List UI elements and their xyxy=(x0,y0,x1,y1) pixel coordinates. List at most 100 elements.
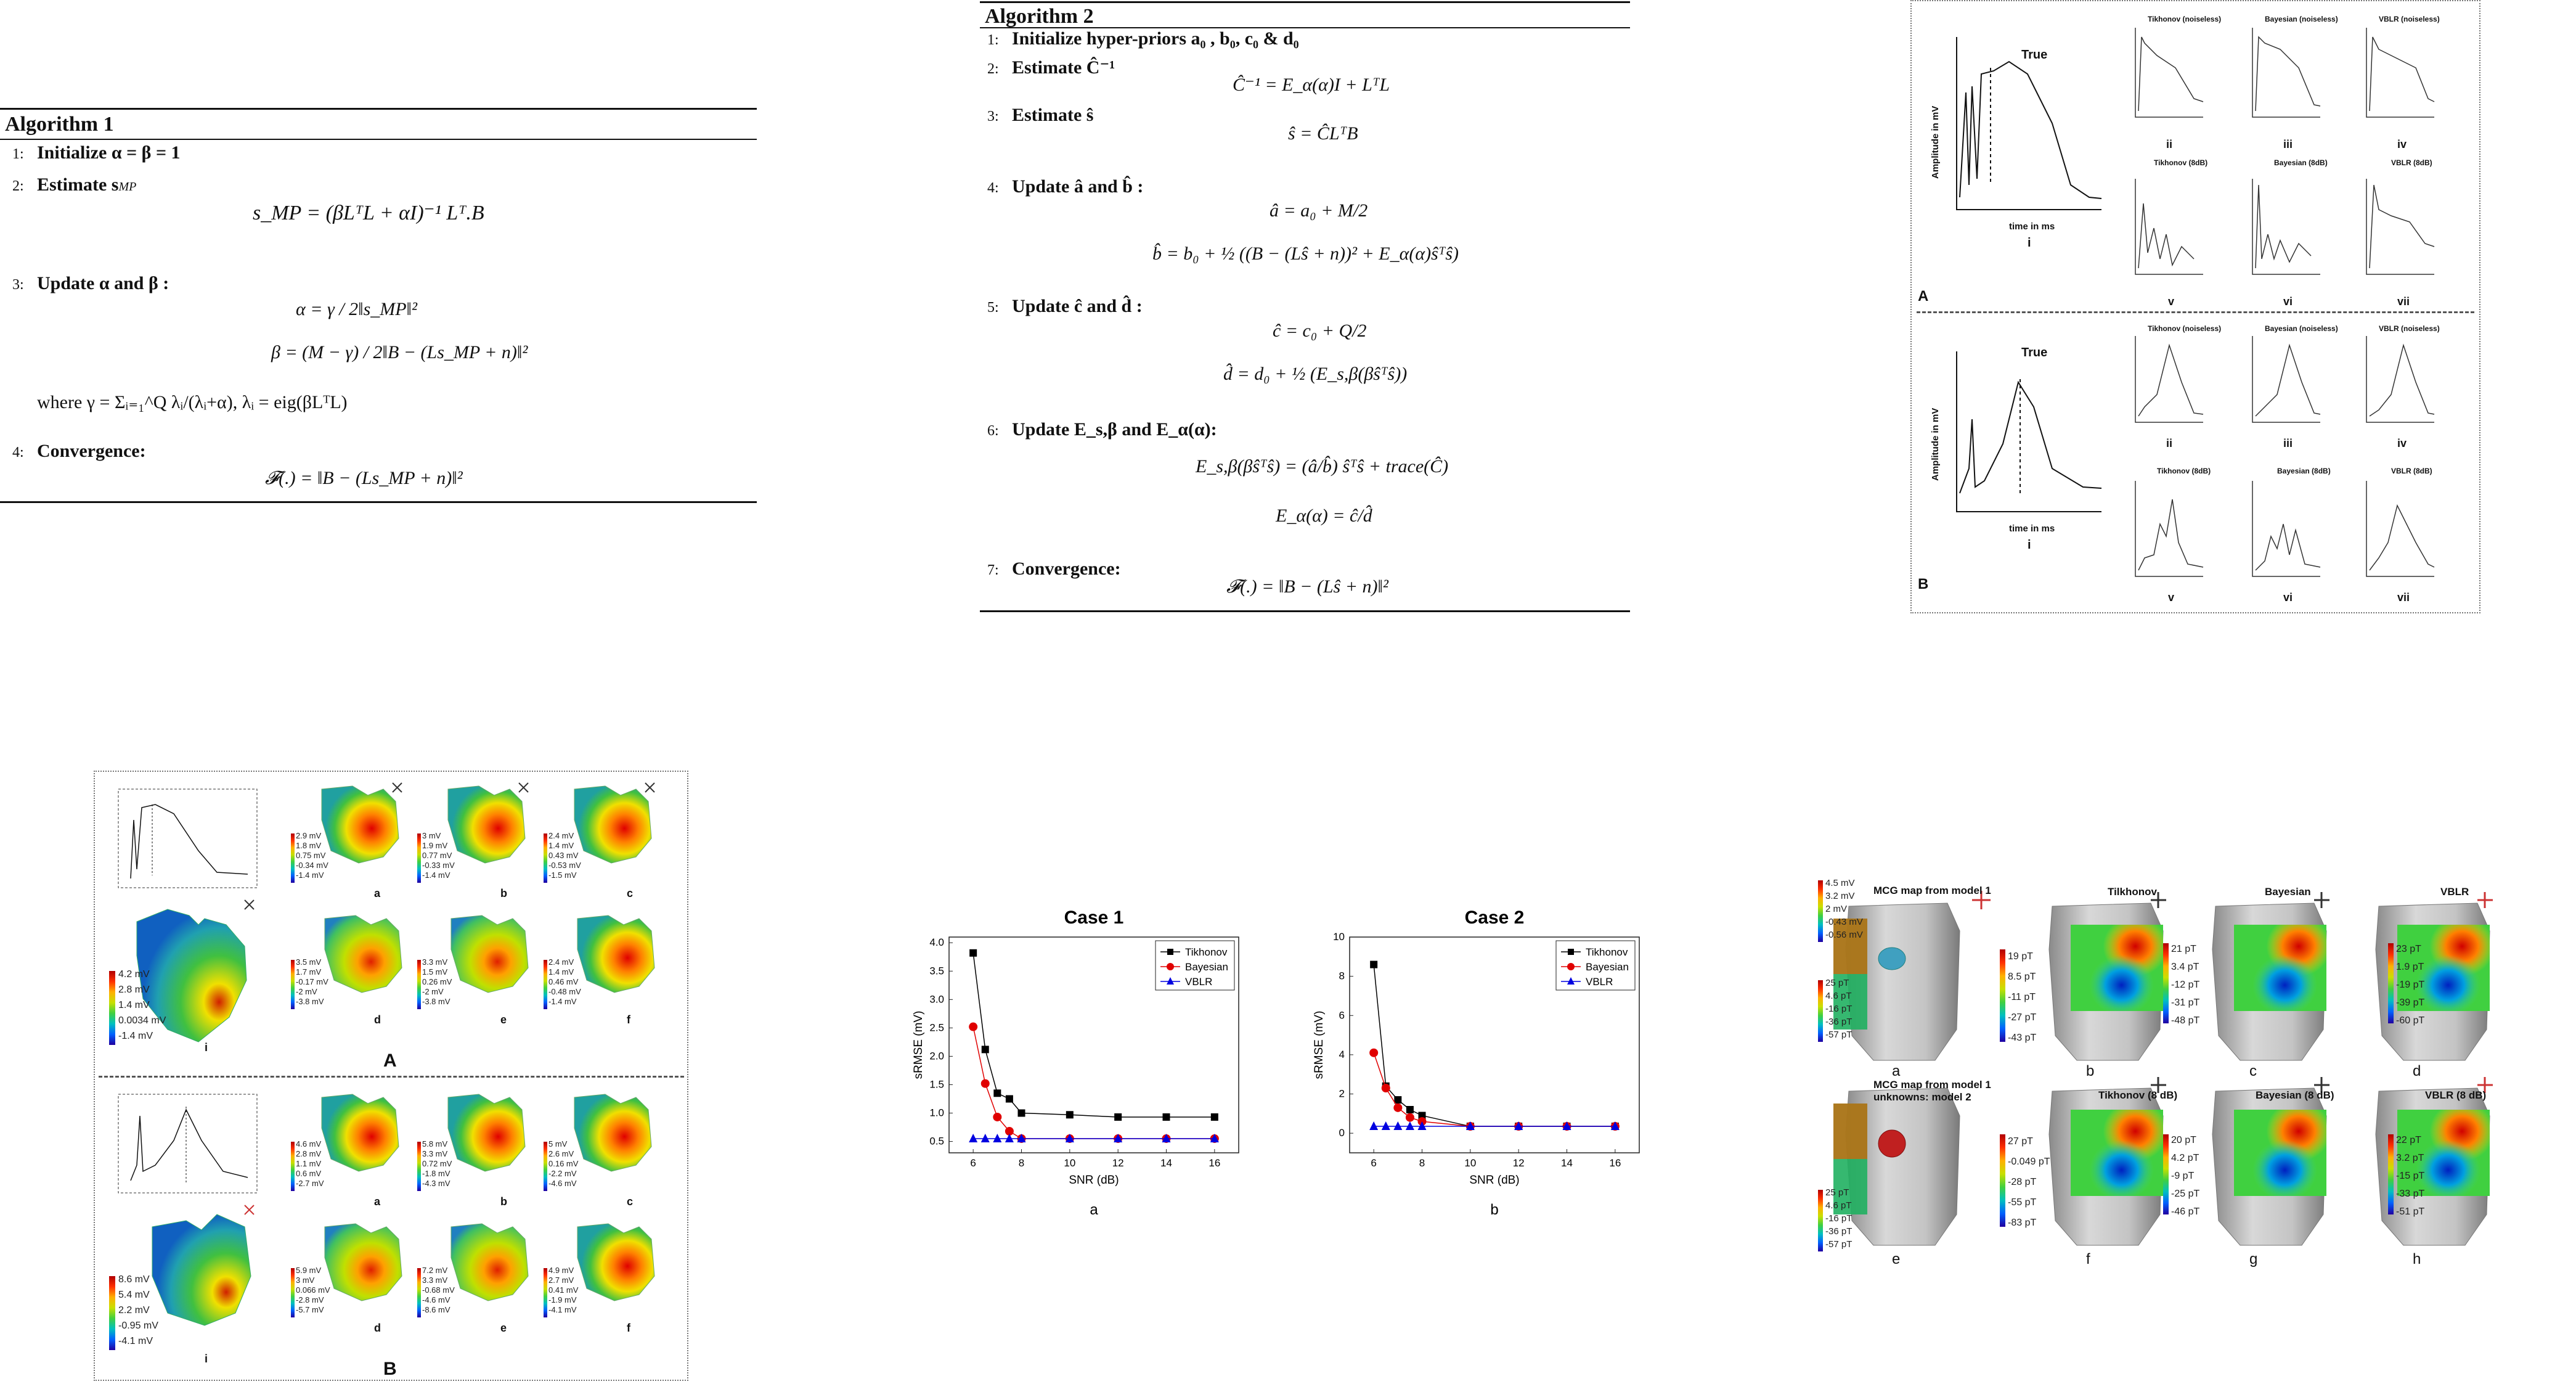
mcg-g-scale: 20 pT 4.2 pT -9 pT -25 pT -46 pT xyxy=(2171,1135,2200,1217)
chart1-xtick-label-3: 12 xyxy=(1513,1157,1525,1169)
algo2-eq-4a: â = a₀ + M/2 xyxy=(1270,200,1368,221)
algo2-step-6: 6: Update E_s,β and E_α(α): xyxy=(987,419,1217,440)
heart-a-letter-d: d xyxy=(374,1013,381,1026)
chart1-ytick-label-5: 10 xyxy=(1333,931,1345,943)
algo1-step-1: 1: Initialize α = β = 1 xyxy=(12,142,181,163)
chart0-title: Case 1 xyxy=(1064,907,1124,928)
heart-b-d-scale: 5.9 mV 3 mV 0.066 mV -2.8 mV -5.7 mV xyxy=(296,1266,330,1314)
mcg-letter-d: d xyxy=(2413,1063,2421,1079)
true-label-a: True xyxy=(2021,48,2047,62)
chart0-point-vblr-5 xyxy=(1065,1133,1074,1142)
chart1-ytick-label-0: 0 xyxy=(1339,1127,1345,1139)
algo1-step-3: 3: Update α and β : xyxy=(12,273,169,293)
chart0-ytick-label-5: 3.0 xyxy=(929,993,944,1005)
mcg-letter-g: g xyxy=(2249,1251,2257,1267)
chart1-point-tikhonov-2 xyxy=(1394,1096,1402,1104)
chart0-legend-label-1: Bayesian xyxy=(1185,961,1228,973)
algo2-eq-6b: E_α(α) = ĉ/d̂ xyxy=(1276,506,1372,526)
heart-a-letter-a: a xyxy=(374,887,381,899)
chart1-ylabel: sRMSE (mV) xyxy=(1313,1011,1326,1079)
chart0-point-tikhonov-5 xyxy=(1066,1111,1074,1119)
waveform-figure xyxy=(1910,0,2480,613)
chart0-ylabel: sRMSE (mV) xyxy=(912,1011,925,1079)
chart0-panel-letter: a xyxy=(1090,1202,1098,1218)
chart0-xtick-label-4: 14 xyxy=(1160,1157,1172,1169)
algo2-step-3: 3: Estimate ŝ xyxy=(987,105,1094,125)
chart1-point-vblr-1 xyxy=(1381,1121,1390,1131)
roman-a-vi: vi xyxy=(2283,295,2293,308)
algo2-eq-2: Ĉ⁻¹ = E_α(α)I + LᵀL xyxy=(1233,75,1390,95)
mcg-figure: MCG map from model 1 MCG map from model … xyxy=(1833,885,2493,1267)
chart0-ytick-label-6: 3.5 xyxy=(929,965,944,977)
algo2-step-4: 4: Update â and b̂ : xyxy=(987,176,1144,197)
chart0-ytick-label-0: 0.5 xyxy=(929,1136,944,1147)
chart0-frame xyxy=(948,936,1239,1153)
chart0-point-vblr-7 xyxy=(1162,1133,1171,1142)
heart-panel-a: A xyxy=(383,1050,397,1071)
mcg-a-pt-scale: 25 pT 4.6 pT -16 pT -36 pT -57 pT xyxy=(1825,978,1853,1040)
heart-a-b-scale: 3 mV 1.9 mV 0.77 mV -0.33 mV -1.4 mV xyxy=(422,831,455,880)
mcg-title-model1: MCG map from model 1 xyxy=(1873,885,1991,896)
roman-b-ii: ii xyxy=(2166,437,2172,449)
mcg-letter-e: e xyxy=(1892,1251,1900,1267)
ylabel-a: Amplitude in mV xyxy=(1930,106,1941,179)
mcg-letter-a: a xyxy=(1892,1063,1901,1079)
chart1-legend-label-2: VBLR xyxy=(1586,976,1613,988)
chart1-point-vblr-6 xyxy=(1514,1121,1523,1131)
chart1-point-bayesian-1 xyxy=(1381,1084,1390,1092)
true-label-b: True xyxy=(2021,346,2047,359)
mcg-head-vblr-8db: VBLR (8 dB) xyxy=(2425,1089,2486,1101)
heart-b-letter-f: f xyxy=(627,1322,631,1334)
chart1-point-tikhonov-4 xyxy=(1418,1112,1426,1120)
chart1-point-bayesian-3 xyxy=(1405,1113,1414,1122)
heart-b-c-scale: 5 mV 2.6 mV 0.16 mV -2.2 mV -4.6 mV xyxy=(548,1139,579,1188)
wf-a-tik-noiseless: Tikhonov (noiseless) xyxy=(2148,15,2221,23)
mcg-head-bayesian: Bayesian xyxy=(2265,886,2311,898)
chart0-point-vblr-0 xyxy=(969,1133,978,1142)
wf-b-tik-8db: Tikhonov (8dB) xyxy=(2157,467,2211,475)
chart0-point-vblr-3 xyxy=(1005,1133,1014,1142)
wf-b-vblr-8db: VBLR (8dB) xyxy=(2391,467,2432,475)
algo2-eq-7: 𝓕(.) = ‖B − (Lŝ + n)‖² xyxy=(1226,576,1388,597)
chart1-ytick-label-3: 6 xyxy=(1339,1009,1345,1021)
chart0-legend-label-2: VBLR xyxy=(1185,976,1212,988)
chart1-point-vblr-7 xyxy=(1562,1121,1571,1131)
chart0-point-bayesian-0 xyxy=(969,1022,978,1031)
mcg-letter-c: c xyxy=(2249,1063,2257,1079)
chart1-ytick-label-1: 2 xyxy=(1339,1088,1345,1100)
wf-b-bay-8db: Bayesian (8dB) xyxy=(2277,467,2331,475)
chart0-xtick-label-1: 8 xyxy=(1019,1157,1024,1169)
heart-a-letter-i: i xyxy=(205,1041,208,1054)
algo1-eq-3c: where γ = Σᵢ₌₁^Q λᵢ/(λᵢ+α), λᵢ = eig(βLᵀ… xyxy=(37,392,348,412)
wf-a-vblr-noiseless: VBLR (noiseless) xyxy=(2379,15,2440,23)
heart-b-a-scale: 4.6 mV 2.8 mV 1.1 mV 0.6 mV -2.7 mV xyxy=(296,1139,324,1188)
mcg-head-tikhonov-8db: Tikhonov (8 dB) xyxy=(2098,1089,2177,1101)
heart-maps: a b c d e f i a b c d e f i A B xyxy=(118,782,655,1379)
heart-b-i-colorbar xyxy=(109,1276,115,1350)
algo2-eq-3: ŝ = ĈLᵀB xyxy=(1288,123,1358,144)
chart0-point-vblr-4 xyxy=(1017,1133,1026,1142)
chart0-point-tikhonov-3 xyxy=(1005,1095,1013,1103)
mcg-a-mv-scale: 4.5 mV 3.2 mV 2 mV -0.43 mV -0.56 mV xyxy=(1825,878,1863,940)
chart1-point-vblr-4 xyxy=(1417,1121,1427,1131)
srmse-charts: Case 1 6 8 10 12 14 16 0.5 1.0 1.5 2.0 2.5 3.0 3.5 4.0… xyxy=(912,907,1640,1218)
chart1-legend-marker-0 xyxy=(1568,949,1574,955)
chart1-xtick-label-2: 10 xyxy=(1464,1157,1476,1169)
chart0-ytick-label-4: 2.5 xyxy=(929,1022,944,1033)
chart0-point-vblr-6 xyxy=(1114,1133,1123,1142)
chart0-line-bayesian xyxy=(972,1026,1215,1139)
chart0-legend-marker-2 xyxy=(1167,977,1174,985)
chart0-point-bayesian-2 xyxy=(993,1112,1002,1121)
roman-a-vii: vii xyxy=(2397,295,2410,308)
wf-b-vblr-noiseless: VBLR (noiseless) xyxy=(2379,324,2440,333)
algo1-step-2: 2: Estimate sMP xyxy=(12,174,137,195)
chart1-point-vblr-5 xyxy=(1465,1121,1475,1131)
chart0-xtick-label-5: 16 xyxy=(1209,1157,1220,1169)
mcg-d-scale: 23 pT 1.9 pT -19 pT -39 pT -60 pT xyxy=(2396,944,2425,1026)
chart0-legend-marker-1 xyxy=(1167,963,1174,970)
algo2-step-7: 7: Convergence: xyxy=(987,559,1121,579)
wf-a-bay-noiseless: Bayesian (noiseless) xyxy=(2265,15,2338,23)
mcg-letter-f: f xyxy=(2086,1251,2090,1267)
roman-a-v: v xyxy=(2168,295,2174,308)
heart-a-letter-f: f xyxy=(627,1013,631,1026)
